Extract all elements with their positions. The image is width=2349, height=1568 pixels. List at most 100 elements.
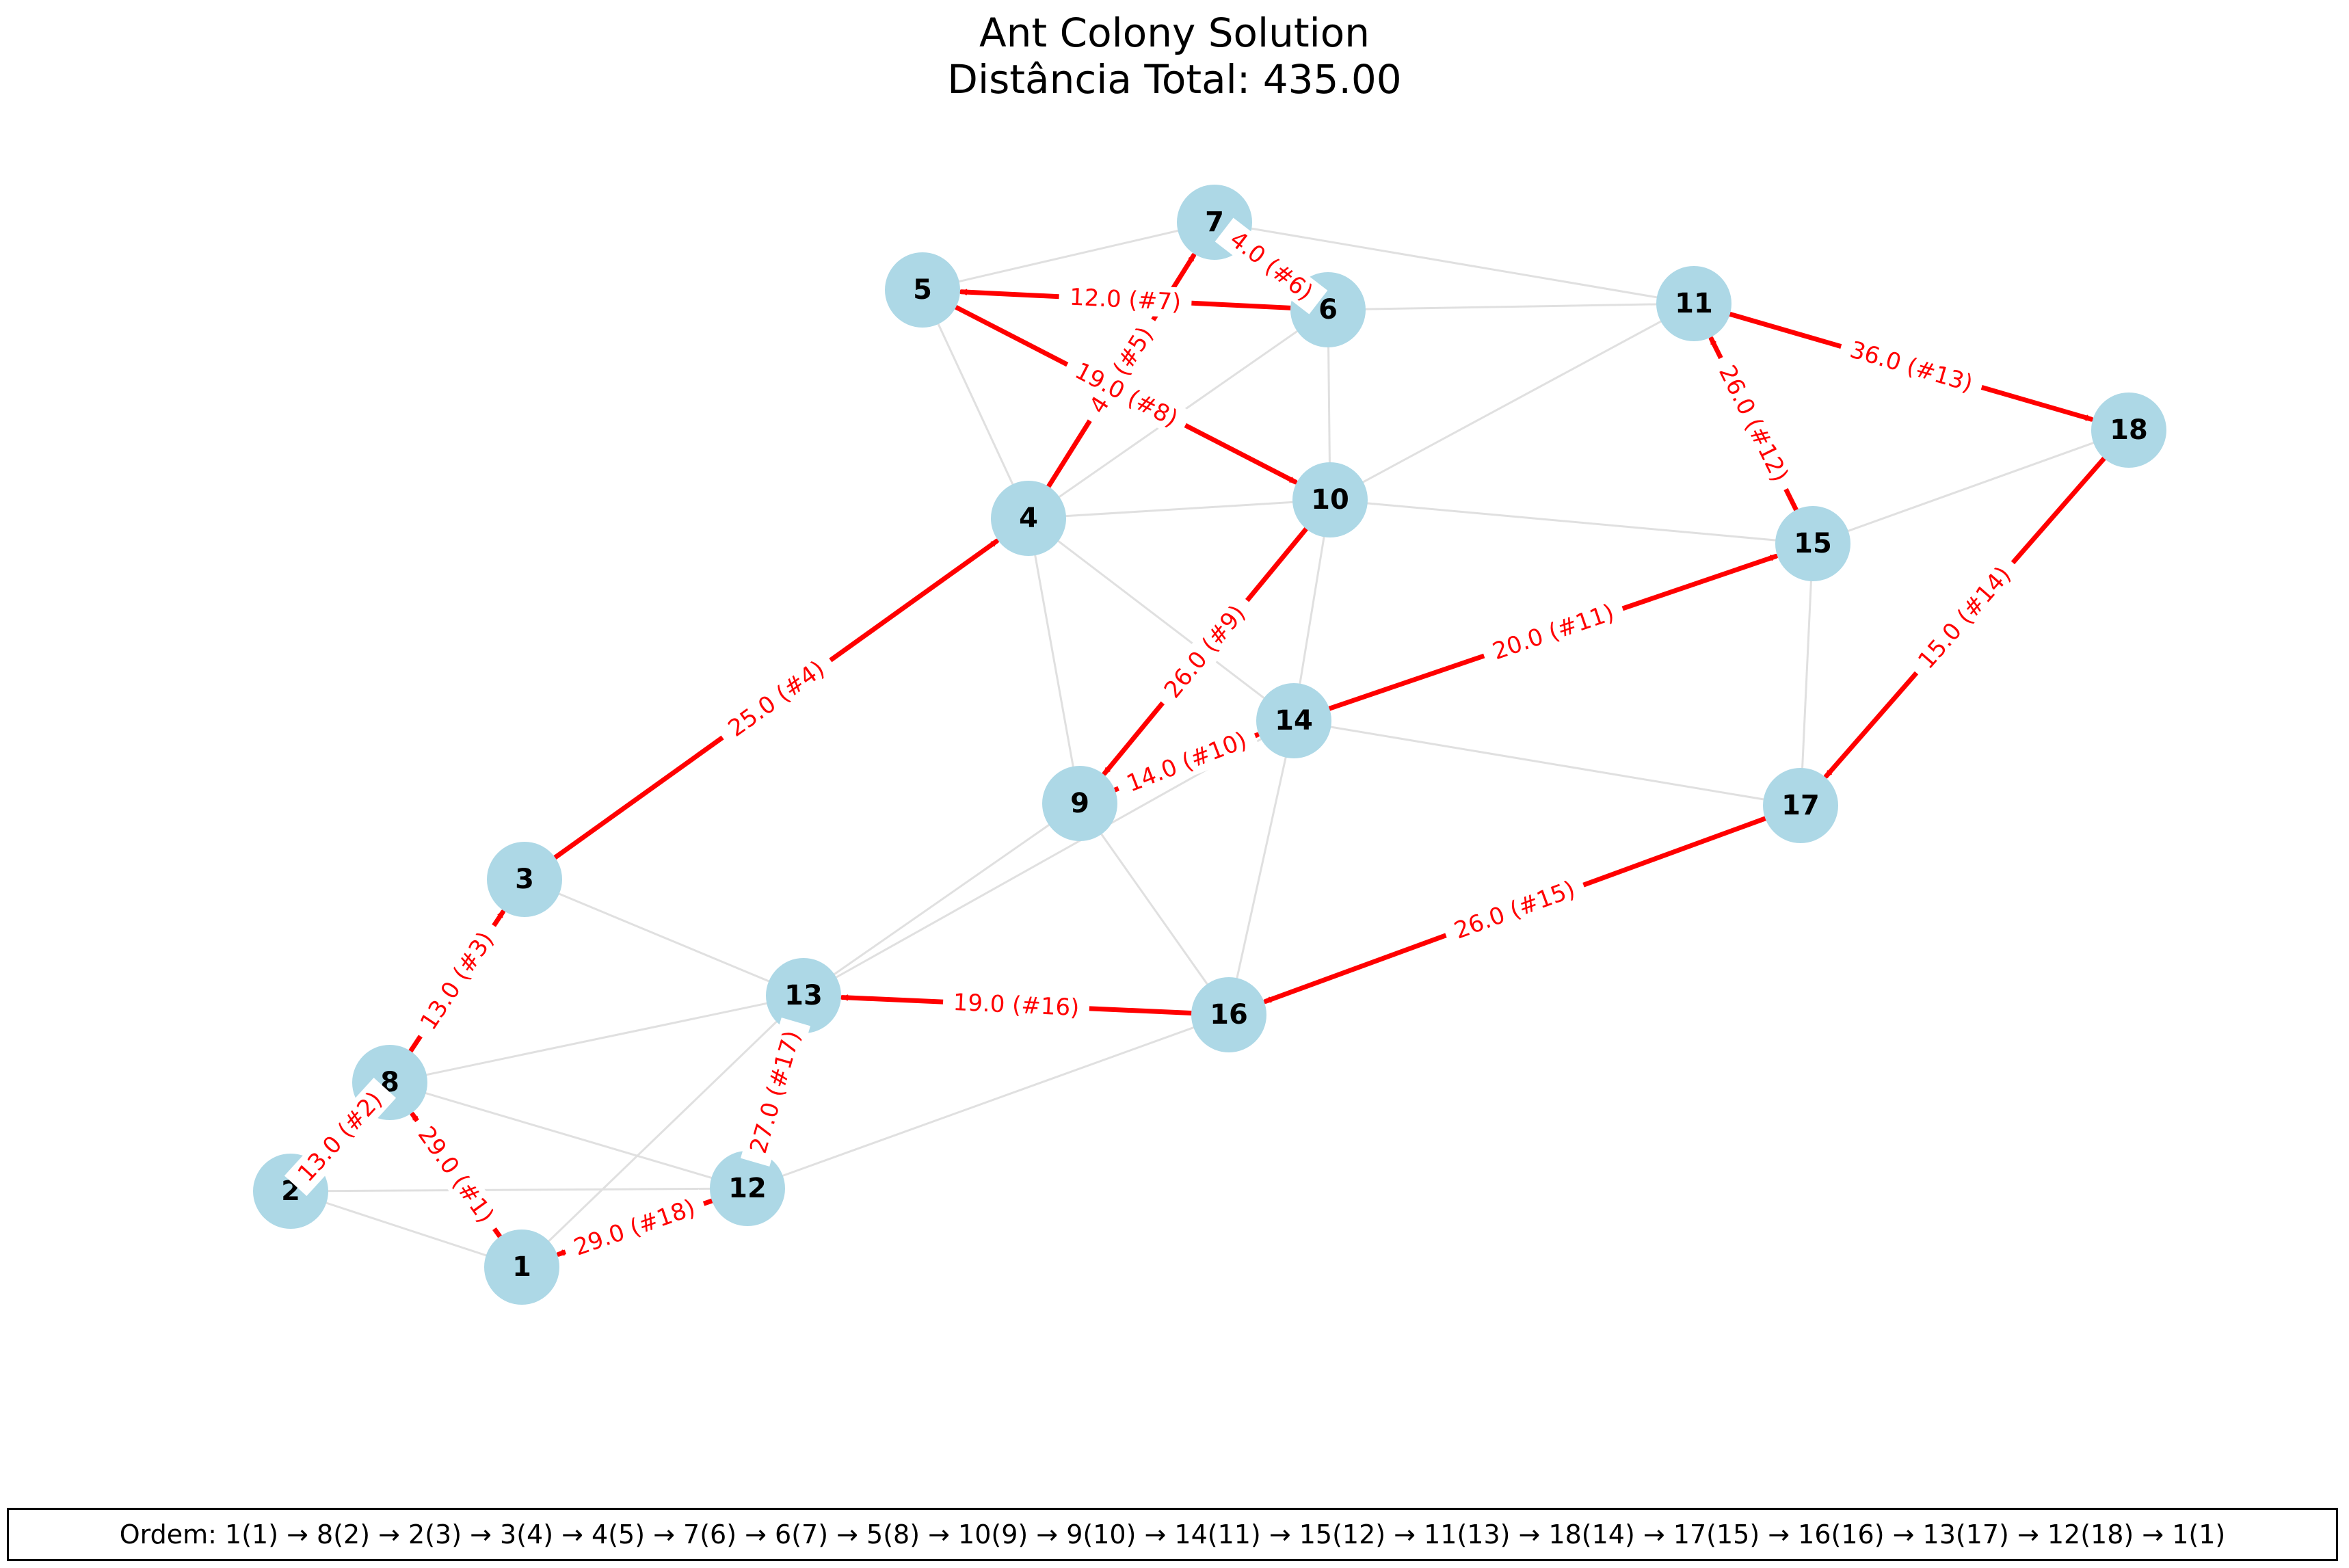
node-circle xyxy=(885,252,960,328)
node-label: 5 xyxy=(913,274,932,306)
node-1: 1 xyxy=(484,1230,559,1305)
route-label-text: 25.0 (#4) xyxy=(724,655,830,743)
node-12: 12 xyxy=(710,1151,785,1226)
node-10: 10 xyxy=(1292,462,1368,537)
node-label: 13 xyxy=(784,980,823,1011)
edge-2-12 xyxy=(290,1187,748,1193)
node-label: 16 xyxy=(1210,999,1248,1031)
node-circle xyxy=(487,842,562,917)
node-circle xyxy=(1256,683,1331,758)
node-18: 18 xyxy=(2091,393,2166,468)
edge-9-16 xyxy=(1078,803,1230,1015)
node-circle xyxy=(1763,768,1838,843)
node-circle xyxy=(766,958,841,1033)
chart-title: Ant Colony Solution xyxy=(979,10,1370,56)
node-label: 18 xyxy=(2110,414,2148,446)
route-label-16: 19.0 (#16) xyxy=(942,987,1090,1024)
route-label-text: 19.0 (#16) xyxy=(953,989,1080,1022)
edge-4-9 xyxy=(1027,518,1081,804)
edge-3-13 xyxy=(524,878,804,997)
node-label: 1 xyxy=(512,1251,531,1283)
route-label-text: 13.0 (#3) xyxy=(415,927,500,1035)
edge-15-17 xyxy=(1799,543,1814,806)
node-label: 10 xyxy=(1311,484,1349,516)
node-circle xyxy=(710,1151,785,1226)
route-label-17: 27.0 (#17) xyxy=(740,1018,811,1167)
route-label-13: 36.0 (#13) xyxy=(1837,332,1986,402)
route-label-1: 29.0 (#1) xyxy=(405,1112,507,1238)
node-label: 17 xyxy=(1781,790,1820,821)
node-label: 12 xyxy=(728,1173,767,1204)
edge-4-14 xyxy=(1028,517,1295,722)
edge-7-5 xyxy=(922,221,1215,291)
edge-9-13 xyxy=(803,802,1080,997)
node-circle xyxy=(1775,506,1850,581)
base-edges-layer xyxy=(290,221,2129,1268)
route-label-7: 12.0 (#7) xyxy=(1058,281,1193,319)
node-label: 3 xyxy=(515,864,534,895)
route-label-4: 25.0 (#4) xyxy=(713,648,840,750)
node-circle xyxy=(2091,393,2166,468)
route-label-18: 29.0 (#18) xyxy=(560,1189,709,1266)
node-circle xyxy=(1191,977,1266,1052)
route-label-text: 29.0 (#1) xyxy=(412,1121,499,1228)
route-label-text: 27.0 (#17) xyxy=(745,1028,806,1157)
chart-title-block: Ant Colony Solution Distância Total: 435… xyxy=(0,10,2349,103)
edge-5-4 xyxy=(921,289,1030,519)
route-label-text: 12.0 (#7) xyxy=(1069,284,1182,317)
node-label: 15 xyxy=(1794,528,1832,559)
route-label-11: 20.0 (#11) xyxy=(1479,594,1628,670)
route-order-box: Ordem: 1(1) → 8(2) → 2(3) → 3(4) → 4(5) … xyxy=(7,1508,2338,1561)
node-14: 14 xyxy=(1256,683,1331,758)
node-label: 4 xyxy=(1019,503,1038,534)
edge-2-1 xyxy=(290,1190,522,1268)
route-label-text: 36.0 (#13) xyxy=(1847,336,1976,397)
route-label-text: 26.0 (#12) xyxy=(1713,361,1794,486)
node-label: 7 xyxy=(1205,207,1224,238)
node-15: 15 xyxy=(1775,506,1850,581)
node-label: 6 xyxy=(1318,294,1338,325)
node-13: 13 xyxy=(766,958,841,1033)
edge-1-13 xyxy=(520,994,805,1268)
edge-18-15 xyxy=(1812,429,2129,545)
route-label-2: 13.0 (#2) xyxy=(284,1078,397,1196)
edge-8-12 xyxy=(389,1081,748,1190)
edge-6-11 xyxy=(1327,302,1695,311)
edge-7-11 xyxy=(1214,221,1695,305)
route-label-12: 26.0 (#12) xyxy=(1707,351,1800,496)
edge-10-11 xyxy=(1329,302,1695,501)
route-label-text: 26.0 (#9) xyxy=(1159,600,1251,703)
node-circle xyxy=(991,481,1066,556)
node-11: 11 xyxy=(1656,266,1731,341)
node-16: 16 xyxy=(1191,977,1266,1052)
node-label: 9 xyxy=(1070,788,1089,819)
edge-labels-layer: 29.0 (#1)13.0 (#2)13.0 (#3)25.0 (#4)4.0 … xyxy=(284,217,2024,1266)
node-9: 9 xyxy=(1042,766,1117,841)
route-label-text: 14.0 (#10) xyxy=(1123,727,1251,798)
route-label-text: 15.0 (#14) xyxy=(1913,561,2017,674)
node-17: 17 xyxy=(1763,768,1838,843)
node-3: 3 xyxy=(487,842,562,917)
route-label-3: 13.0 (#3) xyxy=(408,917,507,1045)
edge-8-13 xyxy=(389,994,804,1084)
node-4: 4 xyxy=(991,481,1066,556)
node-circle xyxy=(1656,266,1731,341)
edge-14-17 xyxy=(1293,719,1801,807)
node-circle xyxy=(484,1230,559,1305)
edge-10-15 xyxy=(1329,499,1814,545)
route-label-text: 26.0 (#15) xyxy=(1450,875,1578,944)
edge-12-16 xyxy=(747,1013,1230,1190)
node-5: 5 xyxy=(885,252,960,328)
route-label-9: 26.0 (#9) xyxy=(1151,591,1259,713)
route-label-15: 26.0 (#15) xyxy=(1440,871,1589,950)
node-circle xyxy=(1292,462,1368,537)
route-label-14: 15.0 (#14) xyxy=(1905,553,2024,683)
route-label-text: 13.0 (#2) xyxy=(293,1087,388,1188)
route-order-text: Ordem: 1(1) → 8(2) → 2(3) → 3(4) → 4(5) … xyxy=(119,1519,2226,1550)
node-circle xyxy=(1042,766,1117,841)
edge-14-16 xyxy=(1227,720,1295,1015)
node-label: 14 xyxy=(1275,705,1313,736)
node-label: 11 xyxy=(1675,288,1713,319)
